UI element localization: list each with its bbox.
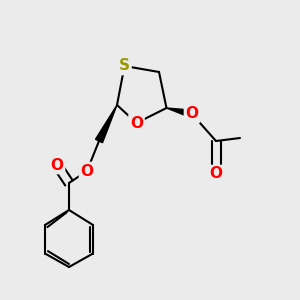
Text: O: O (130, 116, 143, 130)
Text: O: O (50, 158, 64, 172)
Polygon shape (167, 108, 193, 118)
Text: O: O (185, 106, 199, 122)
Text: O: O (209, 167, 223, 182)
Polygon shape (95, 105, 117, 143)
Text: O: O (80, 164, 94, 178)
Text: S: S (119, 58, 130, 74)
